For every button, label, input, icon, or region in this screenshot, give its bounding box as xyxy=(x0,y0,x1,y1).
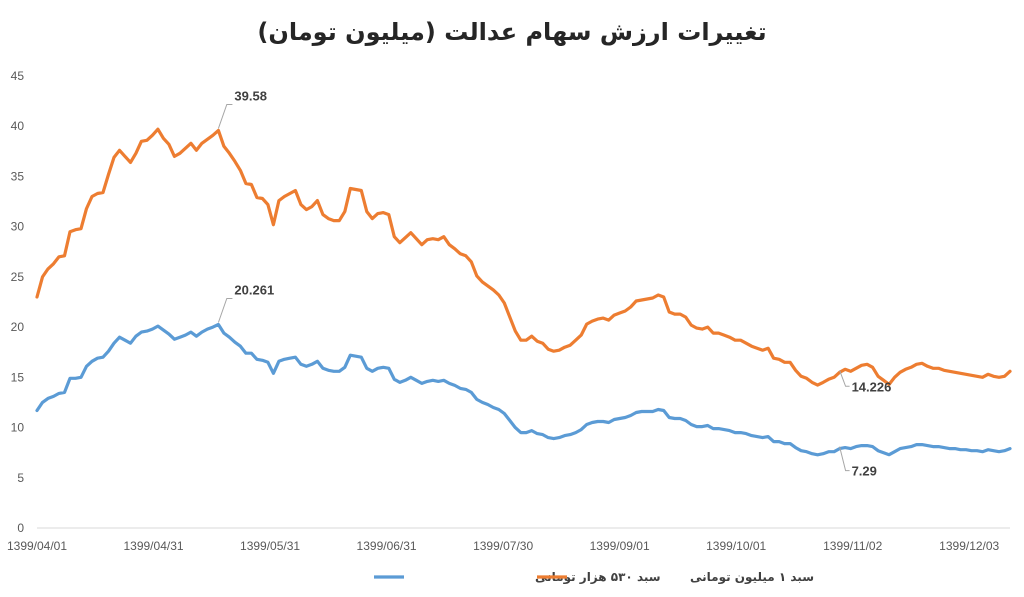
annotation-leader xyxy=(217,103,233,129)
x-tick-label: 1399/06/31 xyxy=(357,539,417,553)
chart-title: تغییرات ارزش سهام عدالت (میلیون تومان) xyxy=(257,18,767,46)
data-label: 39.58 xyxy=(234,88,267,103)
x-tick-label: 1399/10/01 xyxy=(706,539,766,553)
x-tick-label: 1399/05/31 xyxy=(240,539,300,553)
annotation-leader xyxy=(217,297,233,323)
data-label: 20.261 xyxy=(234,282,274,297)
y-tick-label: 40 xyxy=(11,119,25,133)
legend-label: سبد ۵۳۰ هزار تومانی xyxy=(535,570,661,585)
legend-label: سبد ۱ میلیون تومانی xyxy=(690,570,814,585)
data-label: 7.29 xyxy=(852,464,877,479)
y-tick-label: 20 xyxy=(11,320,25,334)
annotation-leader xyxy=(839,446,850,472)
legend: سبد ۵۳۰ هزار تومانی سبد ۱ میلیون تومانی xyxy=(374,570,814,585)
x-tick-label: 1399/07/30 xyxy=(473,539,533,553)
series-line-1 xyxy=(35,322,1012,457)
y-tick-label: 25 xyxy=(11,270,25,284)
annotations: 39.58 14.226 20.261 7.29 xyxy=(217,88,892,479)
y-tick-label: 30 xyxy=(11,220,25,234)
x-tick-label: 1399/11/02 xyxy=(823,539,882,553)
y-tick-label: 45 xyxy=(11,69,25,83)
series-line-0 xyxy=(35,127,1012,387)
x-tick-label: 1399/12/03 xyxy=(939,539,999,553)
x-tick-label: 1399/04/31 xyxy=(123,539,183,553)
x-tick-label: 1399/09/01 xyxy=(590,539,650,553)
annotation-leader xyxy=(839,370,850,387)
y-tick-label: 15 xyxy=(11,370,25,384)
x-tick-label: 1399/04/01 xyxy=(7,539,67,553)
y-tick-label: 5 xyxy=(17,471,24,485)
y-tick-label: 35 xyxy=(11,169,25,183)
axes: 0 5 10 15 20 25 30 35 40 45 1399/04/01 1399/04/31 13… xyxy=(7,69,1010,553)
data-label: 14.226 xyxy=(852,379,892,394)
y-tick-label: 10 xyxy=(11,421,25,435)
y-tick-label: 0 xyxy=(17,521,24,535)
series-lines xyxy=(35,127,1012,457)
